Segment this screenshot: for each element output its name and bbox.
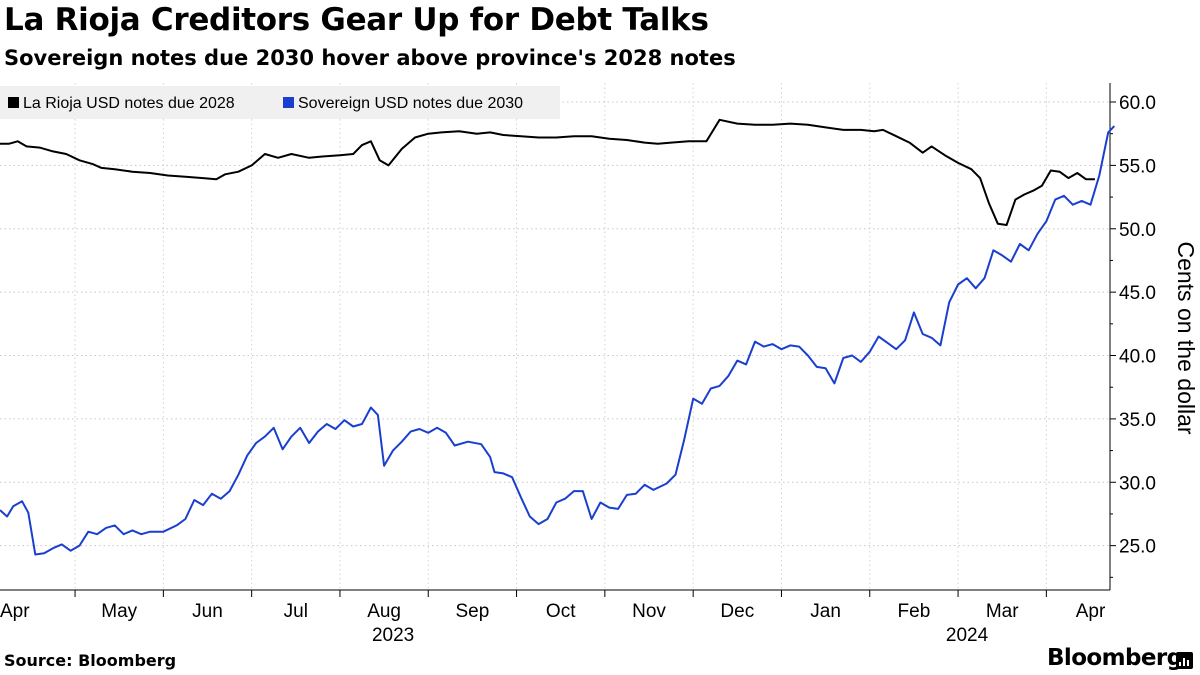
chart-title: La Rioja Creditors Gear Up for Debt Talk… xyxy=(4,2,709,38)
series-line-2 xyxy=(0,125,1116,556)
bloomberg-logo: Bloomberg xyxy=(1047,645,1183,671)
gridlines xyxy=(0,83,1110,590)
y-tick-label: 35.0 xyxy=(1119,410,1156,431)
legend-swatch-2 xyxy=(283,97,294,108)
chart-subtitle: Sovereign notes due 2030 hover above pro… xyxy=(4,46,736,70)
x-tick-label: Jul xyxy=(284,601,308,622)
x-tick-label: May xyxy=(101,601,137,622)
y-tick-label: 30.0 xyxy=(1119,473,1156,494)
year-label: 2023 xyxy=(372,625,414,646)
x-tick-label: Mar xyxy=(986,601,1019,622)
y-tick-label: 40.0 xyxy=(1119,347,1156,368)
x-tick-label: Sep xyxy=(455,601,489,622)
x-tick-label: Aug xyxy=(367,601,401,622)
y-axis-label: Cents on the dollar xyxy=(1173,241,1199,434)
source-note: Source: Bloomberg xyxy=(4,651,177,670)
axes: 25.0 30.0 35.0 40.0 45.0 50.0 55.0 60.0 Apr May Ju… xyxy=(0,83,1199,646)
series-lines xyxy=(0,118,1116,556)
x-tick-label: Apr xyxy=(1076,601,1106,622)
legend-label-1: La Rioja USD notes due 2028 xyxy=(23,95,235,112)
x-tick-label: Nov xyxy=(632,601,666,622)
y-tick-label: 25.0 xyxy=(1119,537,1156,558)
legend-label-2: Sovereign USD notes due 2030 xyxy=(298,95,523,112)
y-tick-label: 55.0 xyxy=(1119,156,1156,177)
x-tick-label: Apr xyxy=(0,601,30,622)
x-tick-label: Dec xyxy=(720,601,754,622)
series-line-1 xyxy=(0,118,1095,226)
year-label: 2024 xyxy=(946,625,989,646)
y-tick-label: 60.0 xyxy=(1119,93,1156,114)
y-tick-label: 50.0 xyxy=(1119,220,1156,241)
legend-background xyxy=(0,86,560,119)
x-tick-label: Jun xyxy=(192,601,223,622)
x-tick-label: Feb xyxy=(898,601,931,622)
x-tick-label: Oct xyxy=(546,601,576,622)
legend: La Rioja USD notes due 2028 Sovereign USD… xyxy=(0,86,560,119)
bloomberg-bars-icon xyxy=(1176,652,1193,669)
legend-swatch-1 xyxy=(8,97,19,108)
y-tick-label: 45.0 xyxy=(1119,283,1156,304)
x-tick-label: Jan xyxy=(810,601,841,622)
